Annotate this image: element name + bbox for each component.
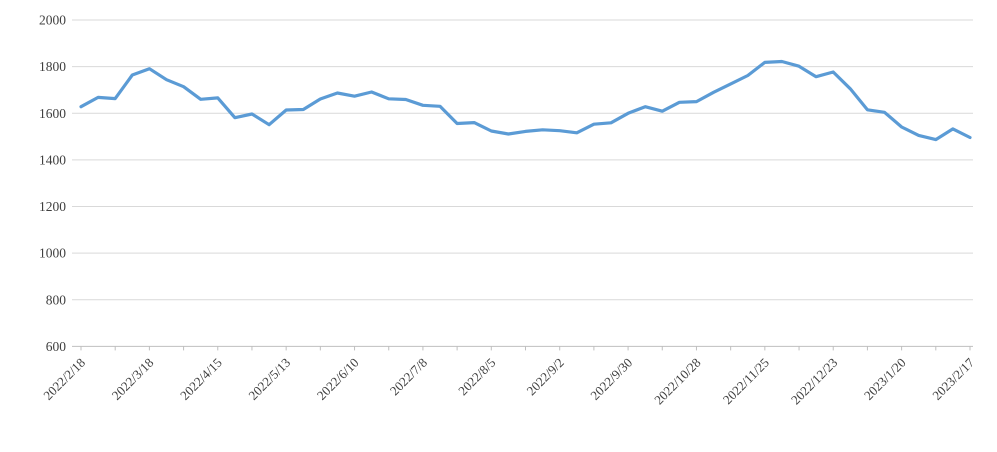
x-tick-label: 2022/10/28 (651, 355, 703, 407)
x-tick-label: 2022/2/18 (40, 355, 88, 403)
x-tick-label: 2022/12/23 (788, 355, 840, 407)
y-tick-label: 1200 (39, 199, 66, 214)
x-tick-label: 2022/5/13 (245, 355, 293, 403)
y-tick-label: 600 (46, 339, 67, 354)
x-tick-label: 2022/7/8 (387, 355, 430, 398)
x-tick-label: 2022/6/10 (314, 355, 362, 403)
x-tick-label: 2022/9/30 (587, 355, 635, 403)
y-tick-label: 1400 (39, 152, 66, 167)
y-tick-label: 800 (46, 292, 67, 307)
x-tick-label: 2023/2/17 (929, 355, 977, 403)
x-tick-label: 2022/4/15 (177, 355, 225, 403)
y-tick-label: 1600 (39, 106, 66, 121)
x-tick-label: 2023/1/20 (861, 355, 909, 403)
x-tick-label: 2022/9/2 (524, 355, 567, 398)
y-tick-label: 2000 (39, 13, 66, 28)
data-series-line (79, 59, 972, 142)
y-tick-label: 1000 (39, 246, 66, 261)
y-tick-label: 1800 (39, 59, 66, 74)
x-tick-label: 2022/3/18 (109, 355, 157, 403)
x-tick-label: 2022/11/25 (720, 355, 772, 407)
x-tick-label: 2022/8/5 (455, 355, 498, 398)
